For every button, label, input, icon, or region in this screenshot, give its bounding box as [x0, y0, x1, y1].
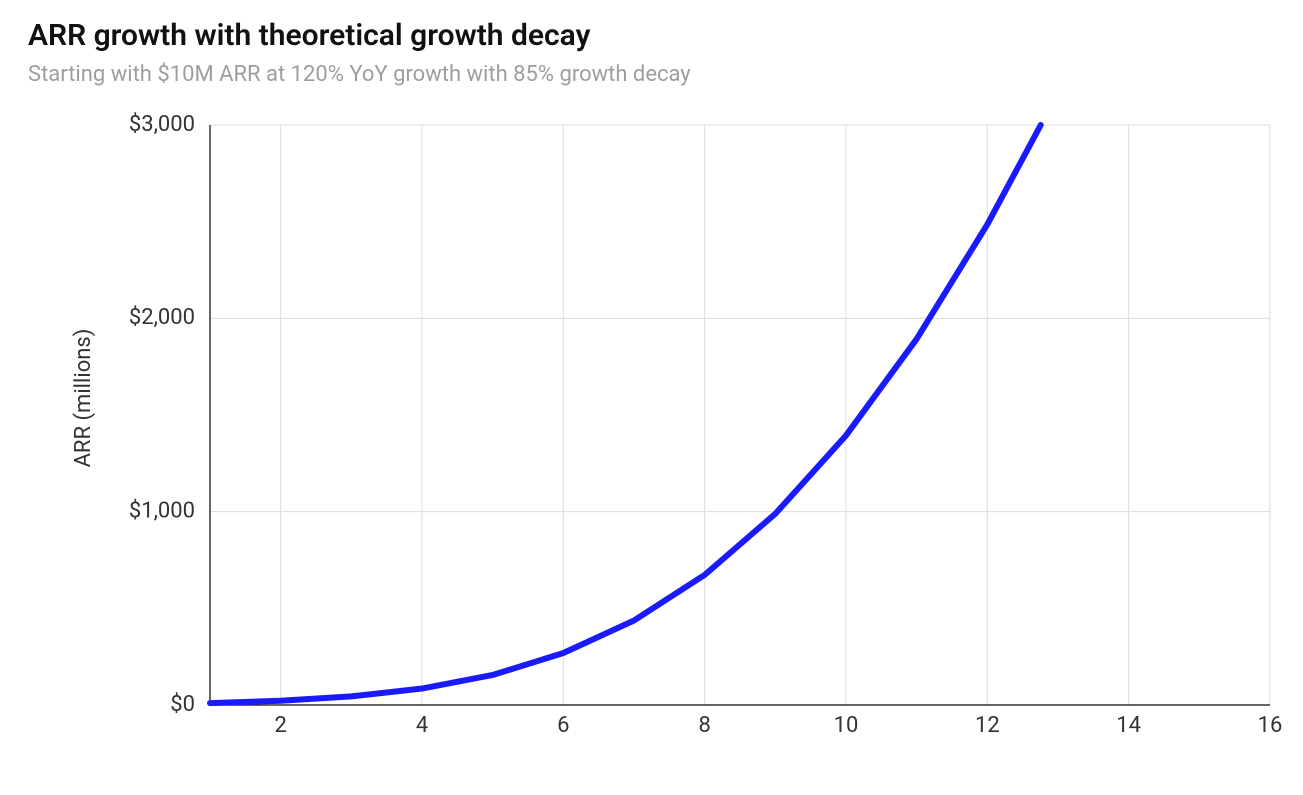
y-axis-label: ARR (millions) — [71, 328, 96, 467]
x-tick-label: 4 — [416, 713, 428, 738]
y-tick-label: $2,000 — [129, 305, 195, 330]
x-tick-label: 2 — [274, 713, 286, 738]
x-tick-label: 6 — [557, 713, 569, 738]
data-series-line — [210, 125, 1041, 703]
x-tick-label: 16 — [1258, 713, 1283, 738]
x-tick-label: 14 — [1116, 713, 1141, 738]
y-tick-label: $3,000 — [129, 112, 195, 137]
x-tick-label: 12 — [975, 713, 1000, 738]
y-tick-label: $1,000 — [129, 498, 195, 523]
x-tick-label: 10 — [834, 713, 859, 738]
chart-subtitle: Starting with $10M ARR at 120% YoY growt… — [28, 62, 691, 87]
chart-plot: $0 $1,000 $2,000 $3,000 2 4 6 8 10 12 14 16 — [0, 0, 1303, 795]
x-tick-label: 8 — [698, 713, 710, 738]
chart-title: ARR growth with theoretical growth decay — [28, 18, 590, 53]
chart-container: ARR growth with theoretical growth decay… — [0, 0, 1303, 795]
y-tick-label: $0 — [170, 692, 195, 717]
